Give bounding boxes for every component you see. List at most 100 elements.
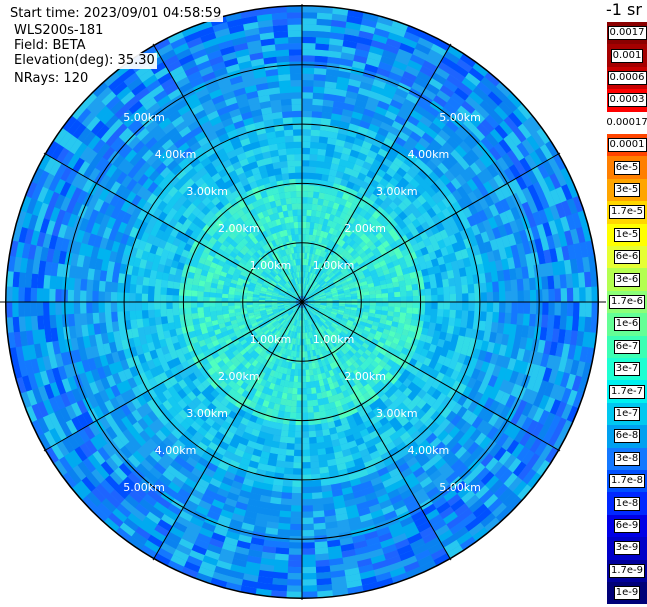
range-gate-cell [271,206,279,214]
range-gate-cell [398,317,406,324]
range-gate-cell [266,290,273,294]
range-gate-cell [316,392,323,400]
range-gate-cell [325,260,332,268]
range-gate-cell [335,271,342,277]
range-gate-cell [166,308,174,317]
range-gate-cell [283,321,289,328]
range-gate-cell [306,313,310,320]
range-gate-cell [492,302,500,313]
range-gate-cell [338,275,345,281]
range-gate-cell [299,277,302,284]
range-gate-cell [266,208,274,216]
range-gate-cell [203,291,210,298]
range-gate-cell [393,311,401,318]
range-gate-cell [168,322,176,331]
range-gate-cell [302,191,308,198]
range-gate-cell [302,104,313,112]
range-gate-cell [104,311,112,323]
range-gate-cell [185,313,193,321]
range-gate-cell [271,294,279,297]
range-gate-cell [217,259,226,267]
range-gate-cell [275,541,290,549]
range-gate-cell [345,229,353,238]
range-gate-cell [258,356,266,365]
range-gate-cell [291,203,298,210]
range-gate-cell [325,294,333,297]
range-gate-cell [285,282,291,289]
range-gate-cell [355,268,363,275]
range-gate-cell [272,292,279,296]
range-gate-cell [283,185,291,193]
range-gate-cell [301,437,310,444]
range-gate-cell [232,258,240,265]
range-gate-cell [296,290,300,297]
range-gate-cell [319,293,326,297]
range-gate-cell [358,261,367,269]
range-gate-cell [312,324,316,331]
range-gate-cell [305,363,310,370]
range-gate-cell [282,262,287,269]
range-gate-cell [309,369,314,376]
range-gate-cell [254,234,262,243]
range-gate-cell [319,347,325,354]
range-gate-cell [315,210,322,218]
range-gate-cell [289,222,295,229]
range-gate-cell [316,321,322,327]
range-gate-cell [312,92,325,100]
range-gate-cell [273,329,279,336]
range-gate-cell [309,331,314,338]
range-gate-cell [352,321,360,328]
range-gate-cell [301,542,315,549]
range-gate-cell [274,252,280,260]
range-gate-cell [258,256,265,263]
range-gate-cell [276,251,282,258]
range-gate-cell [55,301,62,315]
range-gate-cell [284,248,290,256]
range-gate-cell [256,347,264,355]
range-gate-cell [262,270,269,277]
range-gate-cell [301,480,312,487]
range-gate-cell [191,312,199,320]
range-gate-cell [308,298,315,301]
range-gate-cell [290,406,297,413]
range-gate-cell [221,293,229,299]
range-gate-cell [329,248,336,256]
range-gate-cell [305,284,309,291]
range-gate-cell [275,174,283,182]
range-gate-cell [316,312,323,317]
range-gate-cell [382,297,389,303]
range-gate-cell [302,117,313,124]
range-gate-cell [277,296,284,300]
range-gate-cell [344,308,351,313]
range-gate-cell [290,297,297,301]
range-gate-cell [167,315,175,324]
range-gate-cell [291,362,296,370]
range-gate-cell [315,255,320,262]
range-gate-cell [142,276,150,286]
range-gate-cell [229,282,237,288]
range-gate-cell [259,349,266,357]
range-gate-cell [366,261,374,269]
range-gate-cell [217,279,225,286]
range-gate-cell [306,278,310,285]
range-gate-cell [313,296,320,299]
range-gate-cell [375,309,382,315]
range-gate-cell [252,296,260,300]
range-gate-cell [307,296,314,300]
range-gate-cell [367,371,377,380]
range-gate-cell [306,305,312,310]
range-gate-cell [378,360,387,369]
range-gate-cell [247,371,255,380]
range-gate-cell [334,317,342,322]
range-gate-cell [244,234,252,243]
range-gate-cell [68,313,76,327]
range-gate-cell [221,251,230,259]
range-gate-cell [386,315,394,322]
range-gate-cell [317,255,323,263]
range-gate-cell [511,302,518,314]
range-gate-cell [304,326,307,333]
range-gate-cell [462,302,469,311]
range-gate-cell [166,287,174,296]
range-gate-cell [337,311,344,316]
range-gate-cell [321,391,328,399]
